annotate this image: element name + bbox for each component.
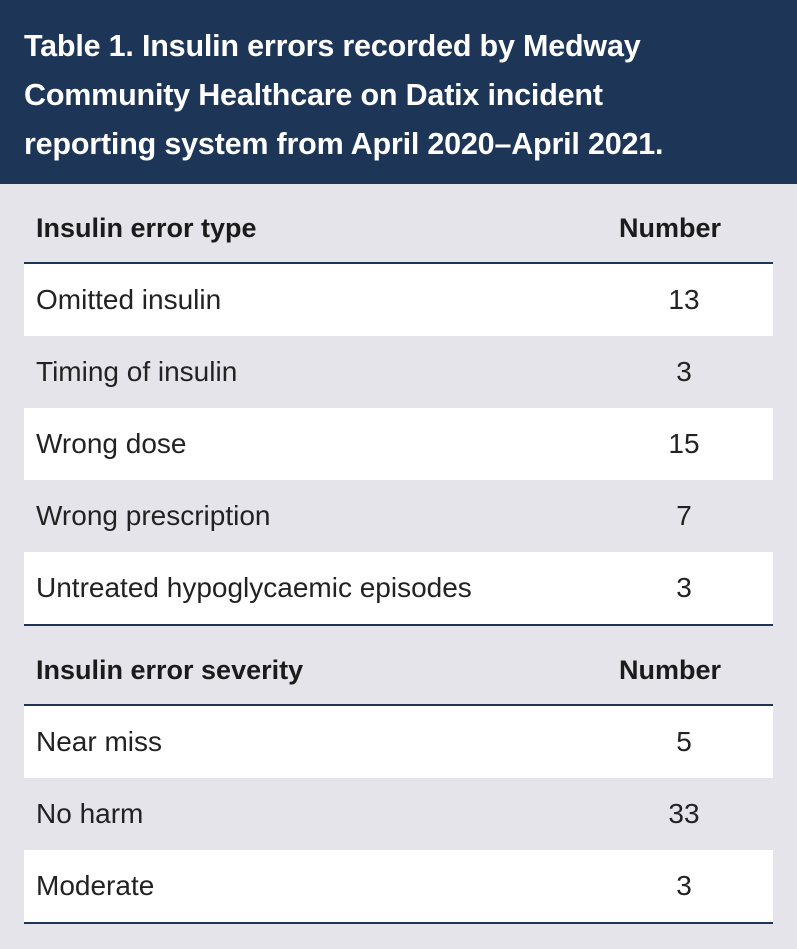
row-value: 3 [676,870,692,901]
table-row: Omitted insulin 13 [24,264,773,336]
table-row: Untreated hypoglycaemic episodes 3 [24,552,773,624]
row-label: Omitted insulin [36,284,222,315]
section-error-type: Insulin error type Number Omitted insuli… [24,184,773,626]
row-value: 5 [676,726,692,757]
row-label: Wrong prescription [36,500,271,531]
row-value: 3 [676,572,692,603]
column-header-number: Number [618,213,721,243]
row-value: 3 [676,356,692,387]
title-bar: Table 1. Insulin errors recorded by Medw… [0,0,797,184]
table-row: Wrong dose 15 [24,408,773,480]
row-label: Moderate [36,870,155,901]
row-value: 13 [668,284,700,315]
section-header: Insulin error severity Number [24,626,773,706]
section-error-severity: Insulin error severity Number Near miss … [24,626,773,924]
row-label: Near miss [36,726,163,757]
table-row: Timing of insulin 3 [24,336,773,408]
section-divider [24,922,773,924]
row-label: No harm [36,798,144,829]
column-header-number: Number [618,655,721,685]
table-row: Near miss 5 [24,706,773,778]
table-row: Wrong prescription 7 [24,480,773,552]
column-header-label: Insulin error severity [36,655,304,685]
row-label: Wrong dose [36,428,187,459]
column-header-label: Insulin error type [36,213,257,243]
section-header: Insulin error type Number [24,184,773,264]
row-value: 15 [668,428,700,459]
row-value: 33 [668,798,700,829]
table-row: No harm 33 [24,778,773,850]
table-title: Table 1. Insulin errors recorded by Medw… [24,29,664,161]
row-label: Untreated hypoglycaemic episodes [36,572,472,603]
section-divider [24,624,773,626]
row-value: 7 [676,500,692,531]
row-label: Timing of insulin [36,356,238,387]
table-row: Moderate 3 [24,850,773,922]
